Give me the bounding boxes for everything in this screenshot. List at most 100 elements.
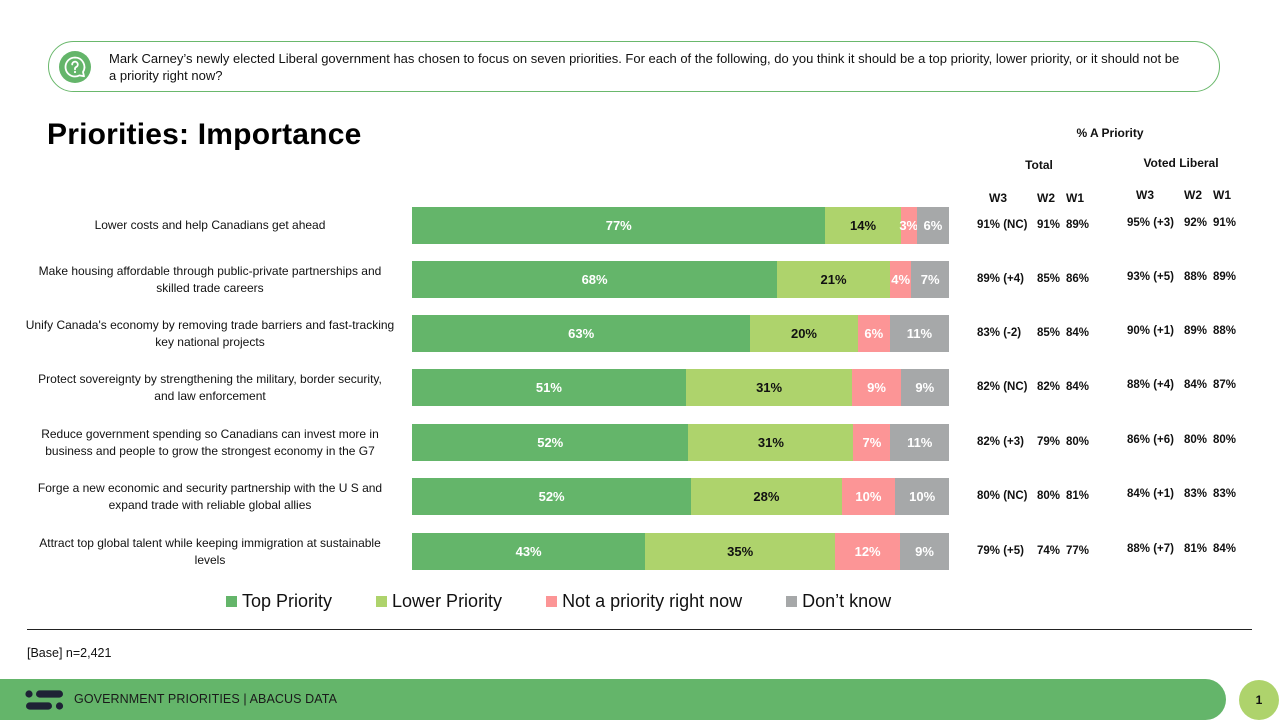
category-label-line: Unify Canada's economy by removing trade… (25, 317, 395, 332)
side-cell-liberal-w2: 92% (1184, 217, 1208, 229)
data-label: 12% (854, 544, 881, 559)
bar-segment-not: 3% (899, 207, 919, 244)
category-label: Protect sovereignty by strengthening the… (20, 369, 400, 406)
side-cell-total-w2: 80% (1037, 490, 1061, 502)
group-heading-voted-liberal: Voted Liberal (1143, 156, 1219, 170)
side-cell-total-w1: 77% (1066, 545, 1090, 557)
data-label: 31% (756, 380, 783, 395)
col-head-liberal-w2: W2 (1184, 188, 1202, 202)
side-cell-total-w3: 83% (-2) (977, 327, 1022, 339)
data-label: 3% (899, 218, 919, 233)
side-cell-total-w3: 91% (NC) (977, 219, 1028, 231)
stacked-bar: 51% 31% 9% 9% (412, 369, 949, 406)
legend-label-lower-priority: Lower Priority (392, 591, 503, 611)
side-cell-total-w3: 89% (+4) (977, 273, 1024, 285)
data-label: 4% (891, 272, 911, 287)
side-cell-total-w1: 84% (1066, 327, 1090, 339)
data-label: 77% (605, 218, 632, 233)
category-label-line: Forge a new economic and security partne… (37, 480, 383, 495)
bar-segment-dk: 9% (900, 369, 949, 406)
side-cell-liberal-w3: 88% (+4) (1127, 379, 1174, 391)
side-cell-liberal-w1: 83% (1213, 488, 1237, 500)
side-cell-total-w1: 89% (1066, 219, 1090, 231)
col-head-total-w1: W1 (1066, 191, 1084, 205)
side-cell-liberal-w2: 83% (1184, 488, 1208, 500)
data-label: 9% (915, 380, 935, 395)
side-cell-total-w1: 86% (1066, 273, 1090, 285)
data-label: 52% (538, 489, 565, 504)
data-label: 28% (753, 489, 780, 504)
stacked-bar: 52% 28% 10% 10% (412, 478, 949, 515)
abacus-logo-icon (25, 690, 64, 710)
side-cell-liberal-w3: 84% (+1) (1127, 488, 1174, 500)
side-cell-total-w1: 84% (1066, 381, 1090, 393)
page-number: 1 (1239, 680, 1279, 720)
bar-segment-lower: 20% (750, 315, 858, 352)
side-cell-total-w3: 82% (NC) (977, 381, 1028, 393)
col-head-total-w2: W2 (1037, 191, 1055, 205)
data-label: 11% (906, 326, 933, 341)
side-cell-liberal-w2: 80% (1184, 434, 1208, 446)
bar-segment-top: 52% (412, 478, 692, 515)
category-label-line: Protect sovereignty by strengthening the… (38, 371, 382, 386)
bar-segment-top: 63% (412, 315, 751, 352)
side-cell-total-w1: 80% (1066, 436, 1090, 448)
side-cell-total-w1: 81% (1066, 490, 1090, 502)
stacked-bar: 68% 21% 4% 7% (412, 261, 949, 298)
bar-segment-dk: 7% (911, 261, 949, 298)
side-cell-liberal-w1: 89% (1213, 271, 1237, 283)
bar-segment-dk: 10% (895, 478, 949, 515)
data-label: 6% (923, 218, 943, 233)
footer-text: GOVERNMENT PRIORITIES | ABACUS DATA (74, 692, 338, 706)
bar-segment-top: 51% (412, 369, 686, 406)
data-label: 7% (862, 435, 882, 450)
page-title: Priorities: Importance (47, 118, 362, 151)
bar-segment-dk: 6% (916, 207, 949, 244)
category-label-line: skilled trade careers (156, 280, 264, 295)
legend-label-dont-know: Don’t know (802, 591, 892, 611)
col-head-total-w3: W3 (989, 191, 1007, 205)
legend-label-not-a-priority: Not a priority right now (562, 591, 743, 611)
data-label: 11% (907, 435, 933, 450)
category-label: Forge a new economic and security partne… (20, 478, 400, 515)
category-label: Make housing affordable through public-p… (20, 261, 400, 298)
bar-segment-not: 4% (889, 261, 912, 298)
legend-swatch-not-a-priority (546, 596, 558, 607)
bar-segment-lower: 14% (825, 207, 901, 244)
side-cell-total-w2: 79% (1037, 436, 1061, 448)
side-cell-total-w3: 80% (NC) (977, 490, 1028, 502)
side-cell-liberal-w3: 90% (+1) (1127, 325, 1174, 337)
data-label: 6% (864, 326, 884, 341)
category-label-line: Make housing affordable through public-p… (38, 263, 382, 278)
side-cell-liberal-w3: 95% (+3) (1127, 217, 1174, 229)
category-label: Lower costs and help Canadians get ahead (20, 207, 400, 244)
side-cell-liberal-w2: 89% (1184, 325, 1208, 337)
side-cell-liberal-w2: 81% (1184, 543, 1208, 555)
bar-segment-top: 43% (412, 533, 646, 570)
side-cell-liberal-w1: 80% (1213, 434, 1237, 446)
legend-swatch-top-priority (226, 596, 237, 607)
bar-segment-lower: 35% (645, 533, 836, 570)
data-label: 21% (820, 272, 847, 287)
category-label-line: Lower costs and help Canadians get ahead (94, 218, 326, 232)
data-label: 10% (909, 489, 936, 504)
data-label: 63% (568, 326, 595, 341)
category-label: Reduce government spending so Canadians … (20, 424, 400, 461)
side-cell-liberal-w2: 88% (1184, 271, 1208, 283)
side-cell-liberal-w2: 84% (1184, 379, 1208, 391)
question-chat-icon (59, 51, 91, 83)
legend-item-not-a-priority: Not a priority right now (546, 591, 742, 612)
category-label-line: Attract top global talent while keeping … (39, 535, 381, 550)
side-cell-liberal-w1: 84% (1213, 543, 1237, 555)
legend-item-dont-know: Don’t know (786, 591, 891, 612)
side-cell-liberal-w1: 91% (1213, 217, 1237, 229)
data-label: 31% (757, 435, 784, 450)
bar-segment-lower: 21% (777, 261, 890, 298)
data-label: 9% (867, 380, 886, 395)
side-cell-liberal-w1: 87% (1213, 379, 1237, 391)
category-label: Unify Canada's economy by removing trade… (20, 315, 400, 352)
data-label: 52% (537, 435, 564, 450)
bar-segment-not: 9% (852, 369, 901, 406)
category-label-line: and law enforcement (154, 388, 266, 403)
col-head-liberal-w3: W3 (1136, 188, 1154, 202)
